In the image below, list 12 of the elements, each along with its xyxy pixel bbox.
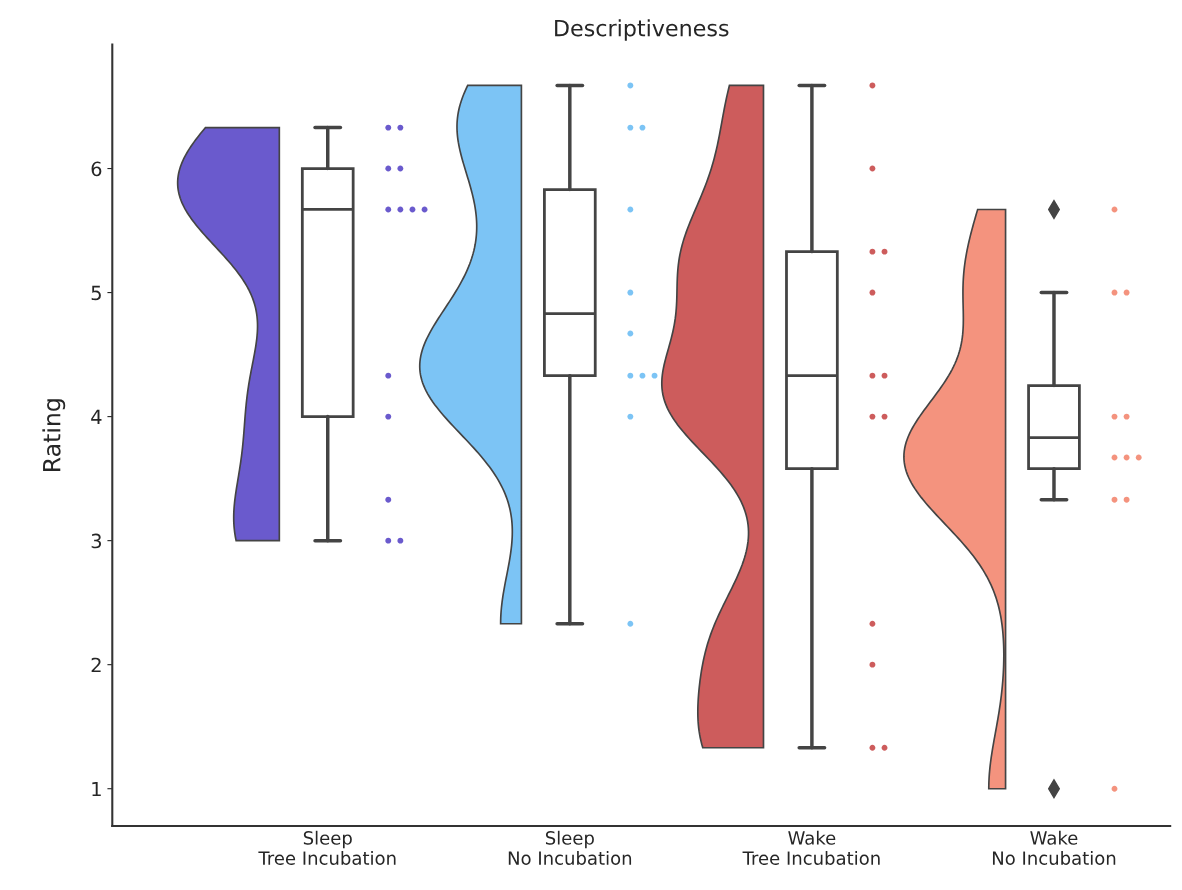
x-tick-label: Wake Tree Incubation xyxy=(742,830,880,865)
x-tick-label: Sleep No Incubation xyxy=(508,830,632,865)
y-tick-label: 1 xyxy=(92,781,101,797)
x-tick-label: Sleep Tree Incubation xyxy=(258,830,396,865)
y-tick-label: 6 xyxy=(91,161,102,177)
y-tick-label: 4 xyxy=(91,409,102,424)
y-tick-label: 2 xyxy=(91,657,101,673)
y-tick-label: 5 xyxy=(91,285,101,301)
y-axis-title: Rating xyxy=(42,399,66,471)
x-tick-label: Wake No Incubation xyxy=(992,830,1116,865)
chart-title: Descriptiveness xyxy=(555,19,729,41)
y-tick-label: 3 xyxy=(91,533,102,549)
